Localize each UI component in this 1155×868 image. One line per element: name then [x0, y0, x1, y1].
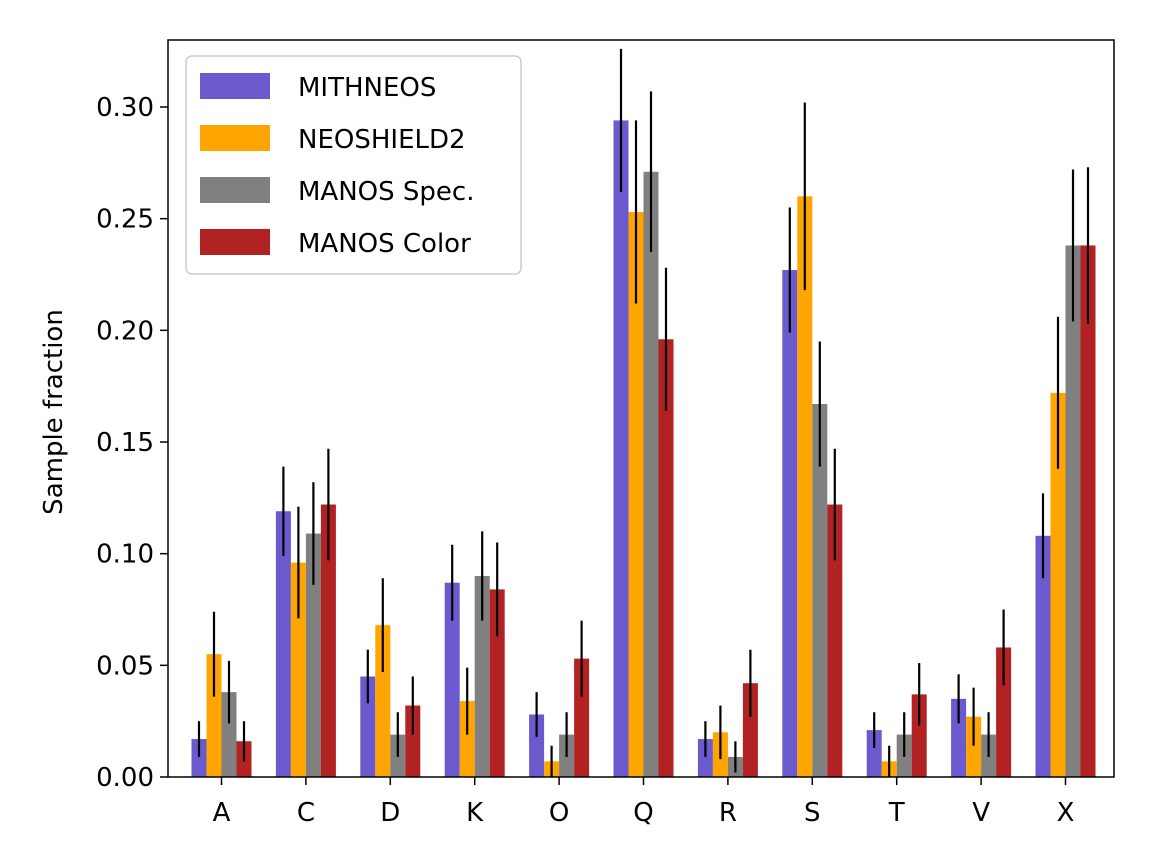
bar-T-3 [911, 694, 927, 777]
x-tick-label: R [719, 798, 737, 828]
plot-frame [167, 39, 1115, 778]
bar-S-1 [797, 196, 813, 777]
x-tick-label: T [888, 798, 905, 828]
bar-A-2 [221, 692, 237, 777]
bar-Q-0 [613, 120, 629, 777]
bar-C-2 [305, 533, 321, 777]
y-tick-label: 0.30 [96, 93, 154, 123]
y-axis-label: Sample fraction [39, 309, 69, 515]
x-tick-label: C [297, 798, 315, 828]
bar-A-0 [191, 739, 207, 777]
y-tick-label: 0.05 [96, 651, 154, 681]
bar-Q-1 [628, 211, 644, 778]
legend-label: MANOS Spec. [298, 177, 474, 207]
legend-box [185, 55, 522, 275]
bar-V-3 [996, 647, 1012, 777]
bar-V-0 [951, 698, 967, 777]
bar-C-3 [320, 504, 336, 777]
legend-label: NEOSHIELD2 [298, 125, 466, 155]
legend-label: MANOS Color [298, 229, 471, 259]
y-tick-label: 0.00 [96, 763, 154, 793]
x-tick-label: O [549, 798, 569, 828]
bar-K-1 [459, 701, 475, 777]
y-tick-label: 0.20 [96, 316, 154, 346]
x-tick-label: D [380, 798, 400, 828]
bar-V-1 [966, 716, 982, 777]
bar-X-3 [1080, 245, 1096, 778]
legend-swatch [200, 177, 270, 203]
bar-A-1 [206, 654, 222, 777]
x-tick-label: A [213, 798, 231, 828]
legend-swatch [200, 125, 270, 151]
x-tick-label: X [1057, 798, 1075, 828]
bar-R-0 [697, 739, 713, 777]
bar-X-0 [1035, 535, 1051, 777]
bars-layer [191, 120, 1096, 778]
x-tick-label: S [804, 798, 821, 828]
legend: MITHNEOS NEOSHIELD2 MANOS Spec. MANOS Color [185, 55, 522, 275]
bar-O-3 [574, 658, 590, 777]
x-tick-label: V [972, 798, 990, 828]
legend-label: MITHNEOS [298, 73, 436, 103]
x-tick-label: K [466, 798, 484, 828]
y-tick-label: 0.25 [96, 205, 154, 235]
legend-swatch [200, 73, 270, 99]
bar-D-1 [375, 625, 391, 777]
legend-swatch [200, 229, 270, 255]
bar-D-3 [405, 705, 421, 777]
bar-K-2 [474, 576, 490, 777]
bar-T-0 [866, 730, 882, 777]
y-tick-label: 0.15 [96, 428, 154, 458]
y-tick-label: 0.10 [96, 540, 154, 570]
bar-S-2 [812, 404, 828, 777]
bar-C-1 [290, 562, 306, 777]
bar-K-0 [444, 582, 460, 777]
bar-S-3 [827, 504, 843, 777]
bar-S-0 [782, 270, 798, 777]
bar-K-3 [489, 589, 505, 777]
bar-D-0 [360, 676, 376, 777]
bar-Q-3 [658, 339, 674, 777]
x-tick-label: Q [633, 798, 653, 828]
bar-O-0 [529, 714, 545, 777]
bar-Q-2 [643, 171, 659, 777]
bar-X-2 [1065, 245, 1081, 778]
bar-R-3 [742, 683, 758, 777]
error-bars-layer [197, 48, 1090, 777]
bar-X-1 [1050, 392, 1066, 777]
axes-layer: 0.00 0.05 0.10 0.15 0.20 0.25 0.30 A C D K O Q R S T V X [96, 39, 1115, 828]
bar-C-0 [275, 511, 291, 777]
